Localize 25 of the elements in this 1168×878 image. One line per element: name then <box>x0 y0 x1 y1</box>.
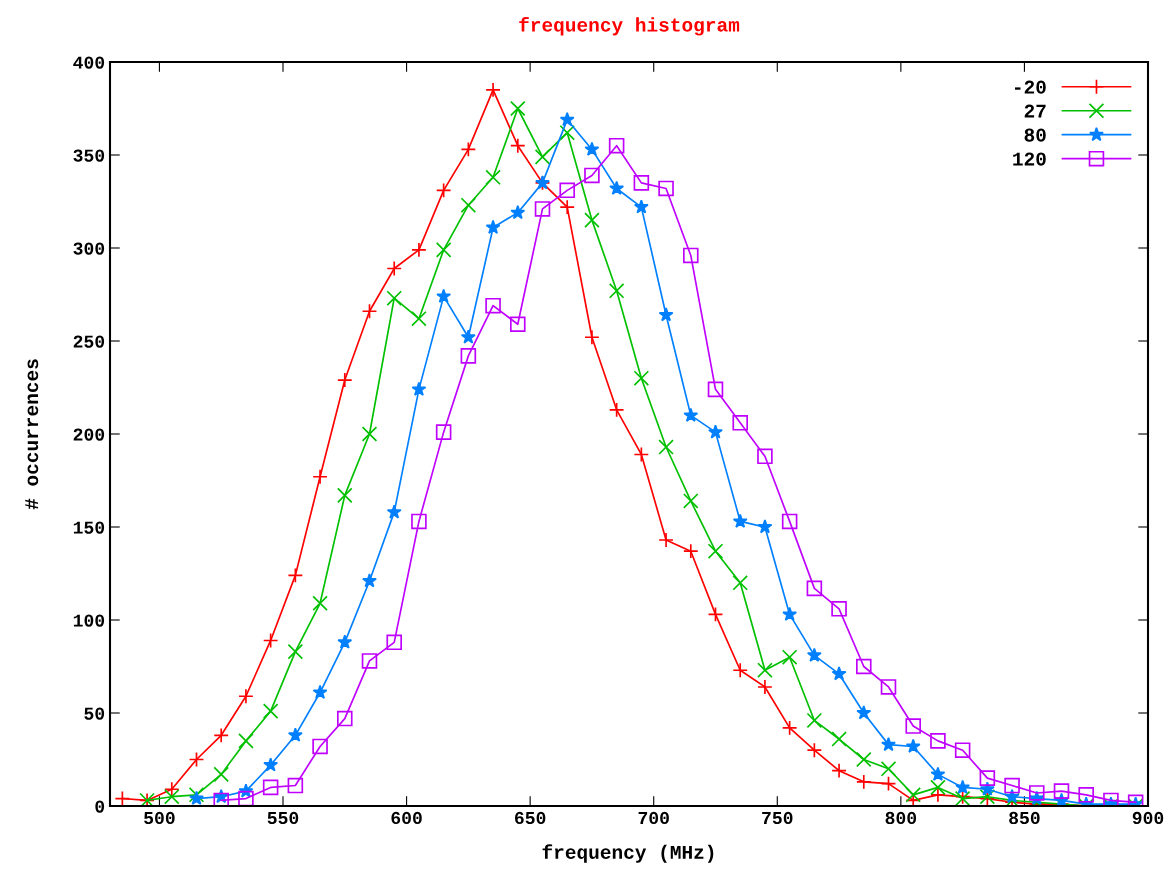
chart-title: frequency histogram <box>519 17 740 36</box>
y-tick-label: 150 <box>73 521 105 534</box>
legend-label: 120 <box>1013 152 1046 166</box>
x-tick-label: 850 <box>1009 811 1040 825</box>
x-tick-label: 550 <box>267 811 299 825</box>
y-tick-label: 50 <box>84 707 105 720</box>
x-axis-title: frequency (MHz) <box>542 844 714 863</box>
y-tick-label: 300 <box>73 242 105 255</box>
y-tick-label: 200 <box>73 428 105 441</box>
x-tick-label: 700 <box>638 811 669 825</box>
x-tick-label: 500 <box>144 811 175 825</box>
y-axis-title: # occurrences <box>25 359 39 510</box>
legend-label: -20 <box>1014 80 1046 94</box>
x-tick-label: 650 <box>514 811 546 825</box>
y-tick-label: 400 <box>73 56 105 69</box>
x-tick-label: 600 <box>391 811 422 825</box>
y-tick-label: 350 <box>73 149 105 162</box>
x-tick-label: 750 <box>762 811 793 825</box>
y-tick-label: 100 <box>73 614 105 627</box>
x-tick-label: 900 <box>1132 811 1164 825</box>
legend-label: 27 <box>1024 104 1046 118</box>
x-tick-label: 800 <box>885 811 917 825</box>
y-tick-label: 250 <box>73 335 105 348</box>
legend-label: 80 <box>1024 128 1046 142</box>
y-tick-label: 0 <box>95 800 105 813</box>
